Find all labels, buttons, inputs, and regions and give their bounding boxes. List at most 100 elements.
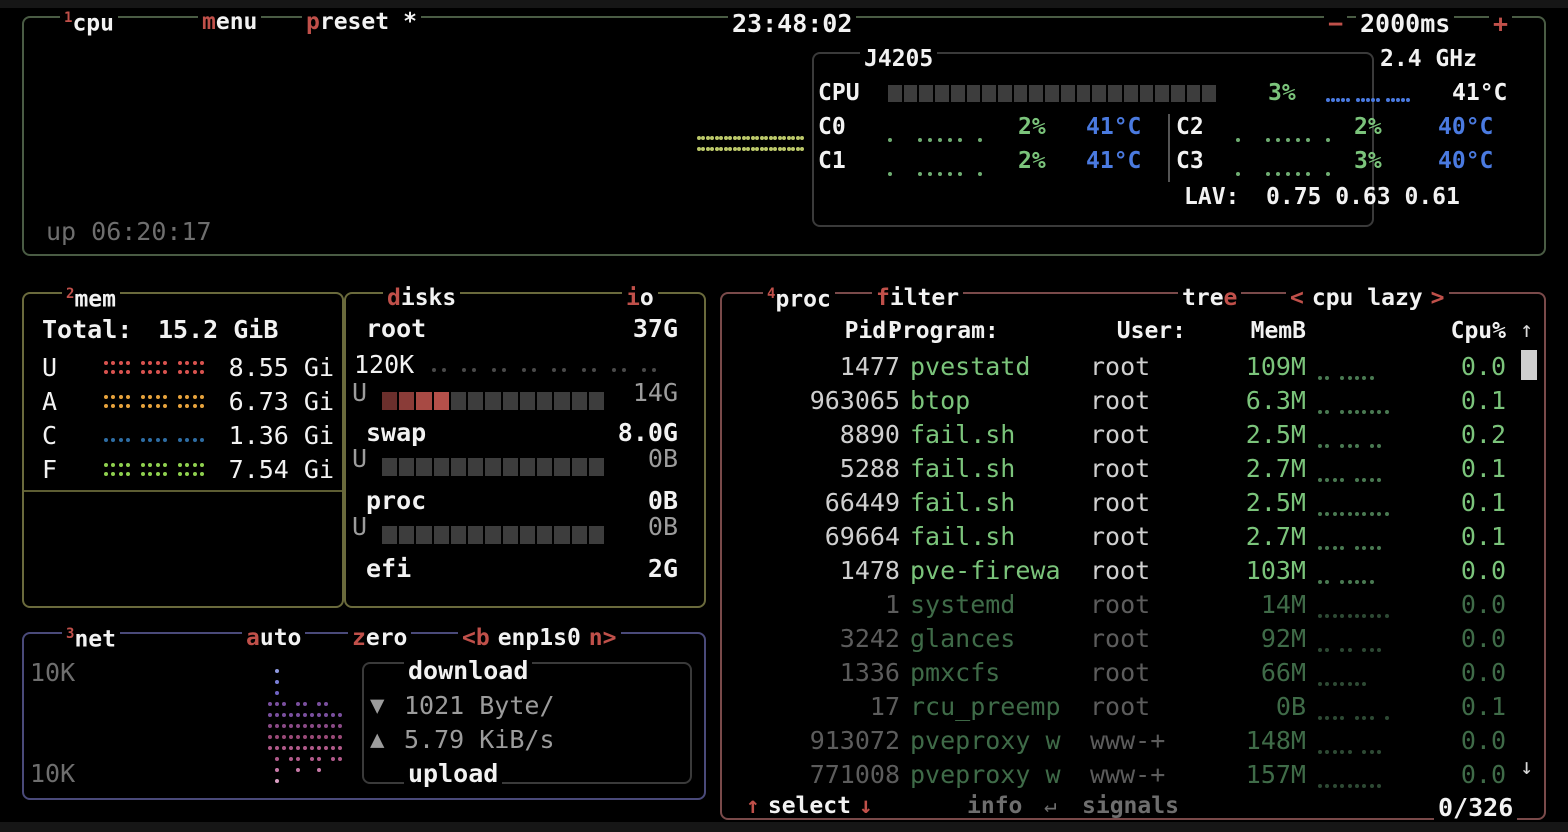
- proc-column-header[interactable]: User:: [1116, 318, 1186, 344]
- proc-user: root: [1090, 488, 1151, 517]
- timer-plus-button[interactable]: +: [1489, 11, 1513, 36]
- timer-minus-button[interactable]: −: [1324, 11, 1348, 36]
- cpu-meter-segment: [888, 85, 902, 102]
- proc-cpu: 0.0: [1460, 760, 1506, 789]
- disks-box-title[interactable]: disks: [383, 287, 461, 310]
- cpu-box-title-text: cpu: [72, 10, 114, 37]
- sort-next-button[interactable]: >: [1430, 285, 1445, 311]
- cpu-core-temp: 40°C: [1438, 114, 1494, 140]
- proc-column-header[interactable]: Program:: [888, 318, 999, 344]
- proc-column-header[interactable]: Cpu%: [1450, 318, 1506, 344]
- disk-meter-segment: [416, 392, 432, 410]
- proc-cpu: 0.0: [1460, 658, 1506, 687]
- net-box-title[interactable]: 3net: [62, 627, 120, 652]
- io-key: i: [626, 285, 640, 311]
- scroll-up-icon[interactable]: ↑: [1520, 318, 1534, 343]
- cpu-meter-segment: [1139, 85, 1154, 102]
- proc-program: fail.sh: [910, 488, 1016, 517]
- proc-column-header[interactable]: Pid:: [844, 318, 900, 344]
- cpu-meter-segment: [1123, 85, 1138, 102]
- proc-pid: 963065: [809, 386, 900, 415]
- proc-cpu-graph: [1318, 648, 1392, 654]
- cpu-core-name: C1: [818, 148, 846, 174]
- cpu-core-graph: [1236, 172, 1332, 180]
- sort-prev-button[interactable]: <: [1290, 285, 1304, 311]
- proc-cpu: 0.1: [1460, 522, 1506, 551]
- proc-filter-button[interactable]: filter: [872, 287, 964, 310]
- disk-total: 8.0G: [617, 418, 678, 447]
- cpu-total-label: CPU: [818, 80, 860, 106]
- proc-mem: 14M: [1260, 590, 1306, 619]
- mem-total-label: Total:: [42, 315, 133, 344]
- cpu-meter-segment: [998, 85, 1012, 102]
- cpu-meter-segment: [1202, 85, 1217, 102]
- zero-label: ero: [365, 625, 408, 651]
- proc-mem: 148M: [1245, 726, 1306, 755]
- select-down-icon: ↓: [858, 793, 873, 819]
- cpu-core-temp: 40°C: [1438, 148, 1494, 174]
- proc-cpu: 0.2: [1460, 420, 1506, 449]
- mem-row-value: 8.55 Gi: [228, 353, 334, 382]
- iface-next-button[interactable]: n>: [588, 625, 617, 651]
- proc-scrollbar-thumb[interactable]: [1521, 350, 1537, 380]
- proc-mem: 2.7M: [1245, 522, 1306, 551]
- proc-cpu-graph: [1318, 580, 1392, 586]
- tree-label: tre: [1182, 285, 1224, 311]
- net-upload-value: 5.79 KiB/s: [404, 725, 555, 754]
- net-scale-bottom: 10K: [30, 759, 76, 788]
- disk-meter-segment: [468, 392, 484, 410]
- proc-mem: 103M: [1245, 556, 1306, 585]
- proc-program: fail.sh: [910, 522, 1016, 551]
- proc-mem: 157M: [1245, 760, 1306, 789]
- cpu-core-temp: 41°C: [1086, 114, 1142, 140]
- cpu-menu-button[interactable]: menu: [198, 11, 262, 34]
- status-select-button[interactable]: ↑ select ↓: [742, 795, 877, 818]
- iface-prev-button[interactable]: <b: [462, 625, 490, 651]
- cpu-meter-segment: [935, 85, 949, 102]
- proc-sort-selector[interactable]: < cpu lazy >: [1286, 287, 1449, 310]
- cpu-core-percent: 2%: [1018, 114, 1046, 140]
- net-upload-label: upload: [404, 761, 503, 786]
- proc-column-header[interactable]: MemB: [1250, 318, 1306, 344]
- proc-box-title[interactable]: 4proc: [763, 287, 835, 312]
- cpu-meter-segment: [1013, 85, 1028, 102]
- disk-used-value: 14G: [632, 378, 678, 407]
- disk-meter-segment: [433, 392, 449, 410]
- proc-user: root: [1090, 692, 1151, 721]
- disks-io-button[interactable]: io: [622, 287, 658, 310]
- status-signals-button[interactable]: signals: [1078, 795, 1183, 818]
- proc-program: pve-firewa: [910, 556, 1061, 585]
- disk-meter-segment: [382, 392, 398, 410]
- disk-total: 2G: [647, 554, 678, 583]
- proc-user: root: [1090, 420, 1151, 449]
- disk-meter-segment: [571, 392, 587, 410]
- select-up-icon: ↑: [746, 793, 760, 819]
- proc-tree-button[interactable]: tree: [1178, 285, 1242, 311]
- cpu-preset-button[interactable]: preset *: [302, 11, 421, 34]
- mem-row-key: F: [42, 455, 58, 484]
- disk-meter-segment: [588, 392, 605, 410]
- proc-program: fail.sh: [910, 454, 1016, 483]
- scroll-down-icon[interactable]: ↓: [1520, 755, 1534, 780]
- proc-pid: 771008: [809, 760, 900, 789]
- net-zero-button[interactable]: zero: [348, 625, 412, 651]
- bottom-letterbox: [0, 822, 1568, 832]
- mem-box-title[interactable]: 2mem: [62, 287, 120, 312]
- net-auto-button[interactable]: auto: [242, 627, 306, 650]
- disk-used-value: 0B: [647, 512, 678, 541]
- status-info-button[interactable]: info: [963, 795, 1027, 818]
- proc-cpu-graph: [1318, 478, 1392, 484]
- disk-meter-segment: [433, 526, 449, 544]
- cpu-meter-segment: [1045, 85, 1059, 102]
- cpu-box-title[interactable]: 1cpu: [60, 11, 118, 36]
- proc-scrollbar[interactable]: ↑ ↓: [1518, 318, 1540, 780]
- net-interface-selector[interactable]: <b enp1s0 n>: [458, 627, 621, 650]
- preset-label: reset: [319, 9, 390, 35]
- proc-pid: 913072: [809, 726, 900, 755]
- disk-io-graph: [432, 368, 672, 374]
- proc-mem: 66M: [1260, 658, 1306, 687]
- proc-cpu: 0.1: [1460, 454, 1506, 483]
- disk-meter-segment: [433, 458, 449, 476]
- proc-user: www-+: [1090, 760, 1166, 789]
- cpu-detail-box: [812, 52, 1374, 227]
